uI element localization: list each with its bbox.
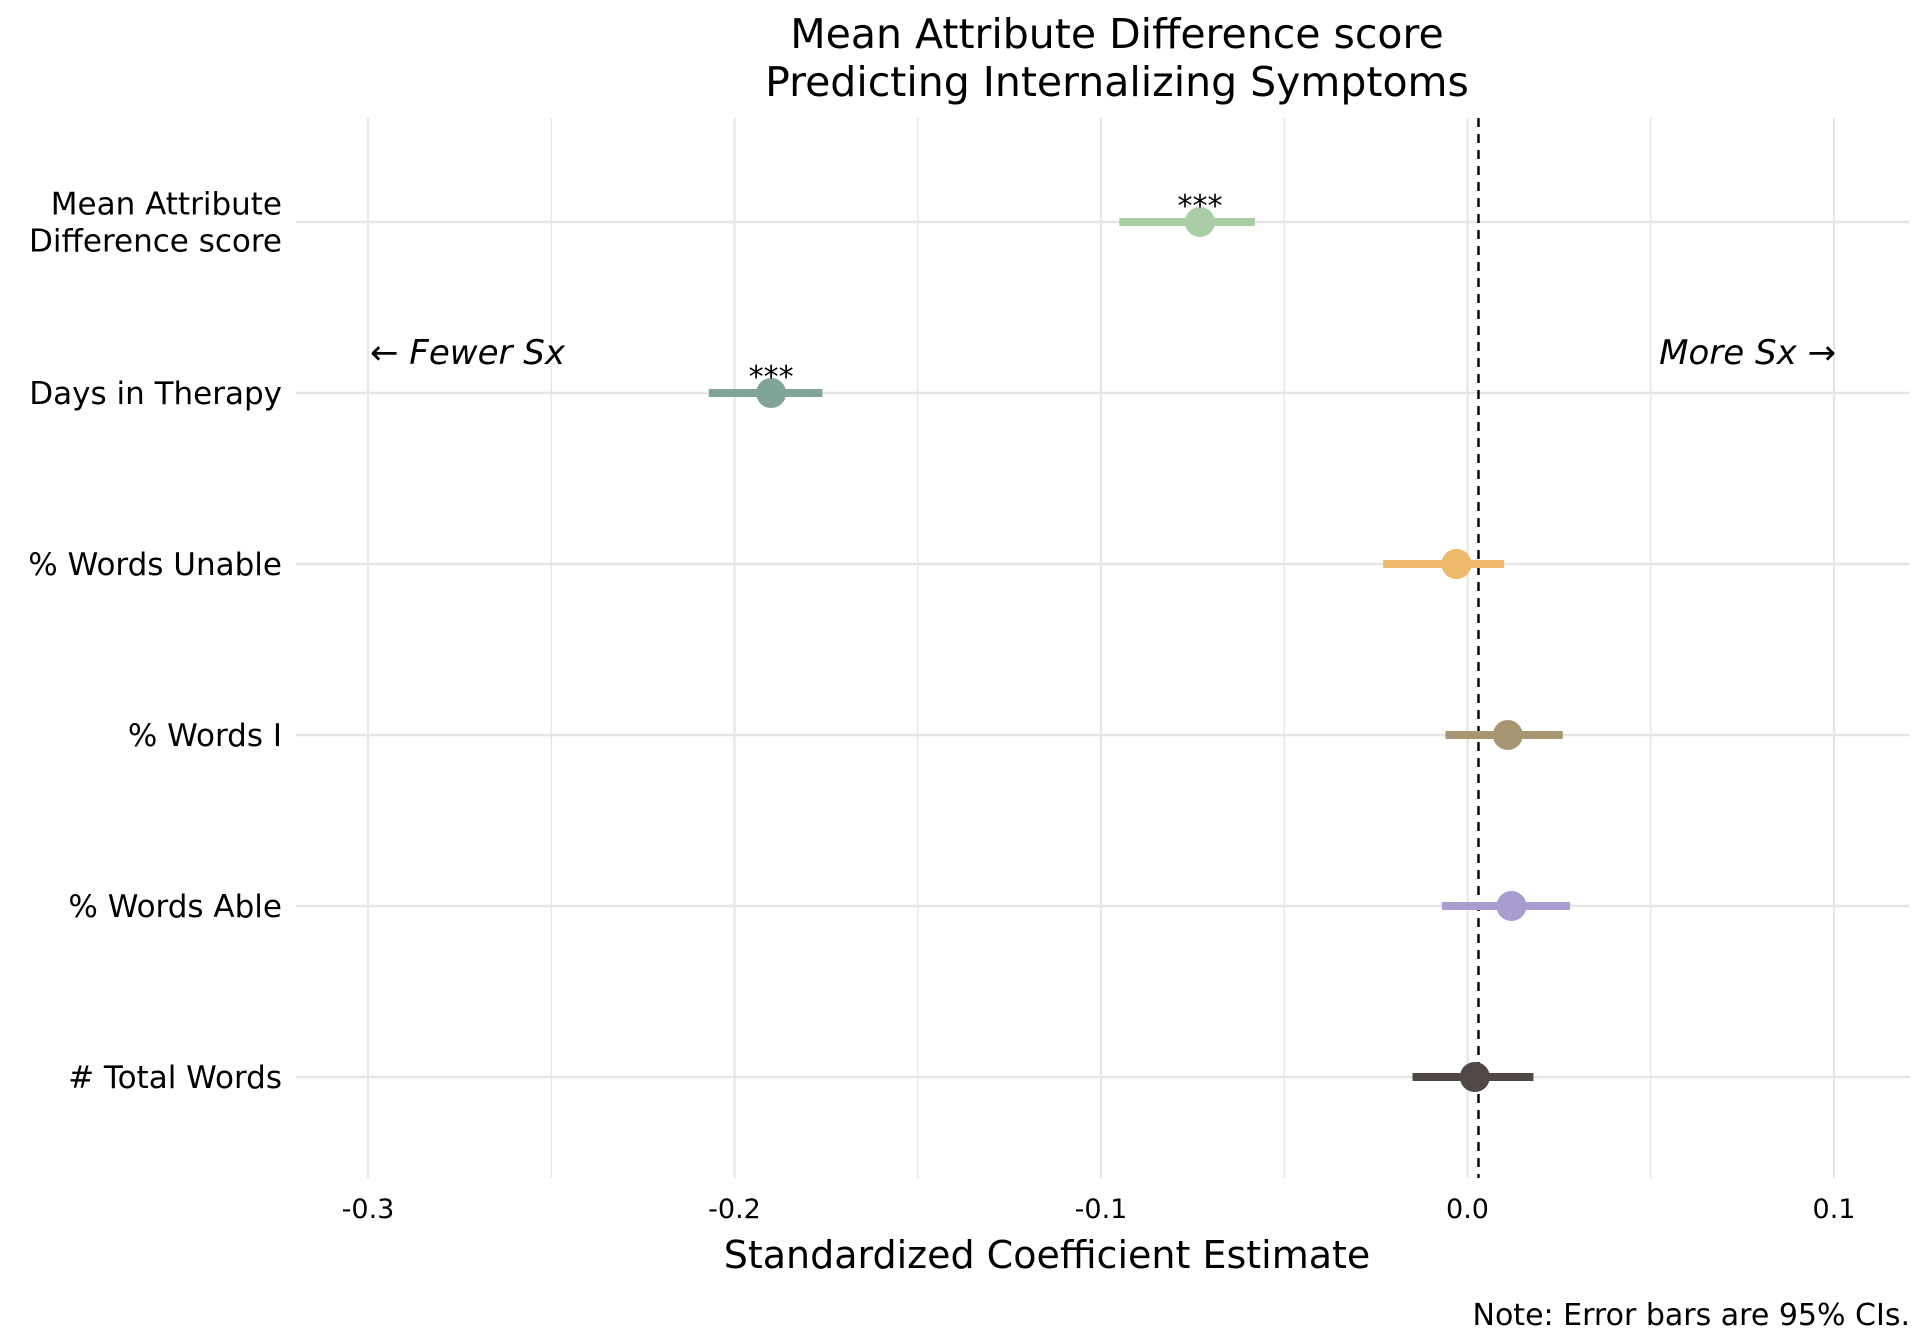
grid [296,118,1910,1178]
y-axis-label: % Words Unable [28,547,282,583]
y-axis-label: Mean Attribute [51,187,282,223]
x-tick-label: 0.1 [1813,1194,1856,1225]
chart-title-line-2: Predicting Internalizing Symptoms [765,58,1469,106]
estimate-point [756,378,787,408]
x-tick-label: -0.3 [342,1194,395,1225]
estimate-point [1459,1062,1490,1092]
x-axis-ticks: -0.3 -0.2 -0.1 0.0 0.1 [342,1194,1856,1225]
significance-label: *** [749,360,794,395]
x-tick-label: 0.0 [1446,1194,1489,1225]
significance-label: *** [1177,189,1222,224]
annotation-fewer-sx: ← Fewer Sx [370,333,566,373]
estimate-point [1492,720,1523,750]
y-axis-label: Days in Therapy [29,376,282,412]
y-axis-label: # Total Words [68,1060,282,1096]
estimates: *** *** [708,189,1571,1092]
y-axis-label: Difference score [29,224,282,260]
estimate-point [1441,549,1472,579]
estimate-point [1496,891,1527,921]
estimate-point [1184,207,1215,237]
x-tick-label: -0.1 [1075,1194,1128,1225]
chart-title-line-1: Mean Attribute Difference score [790,10,1443,58]
chart-note: Note: Error bars are 95% CIs. [1473,1298,1910,1333]
y-axis-label: % Words Able [68,889,282,925]
y-axis-label: % Words I [128,718,282,754]
annotation-more-sx: More Sx → [1659,333,1836,373]
x-tick-label: -0.2 [708,1194,761,1225]
x-axis-label: Standardized Coefficient Estimate [724,1233,1371,1277]
